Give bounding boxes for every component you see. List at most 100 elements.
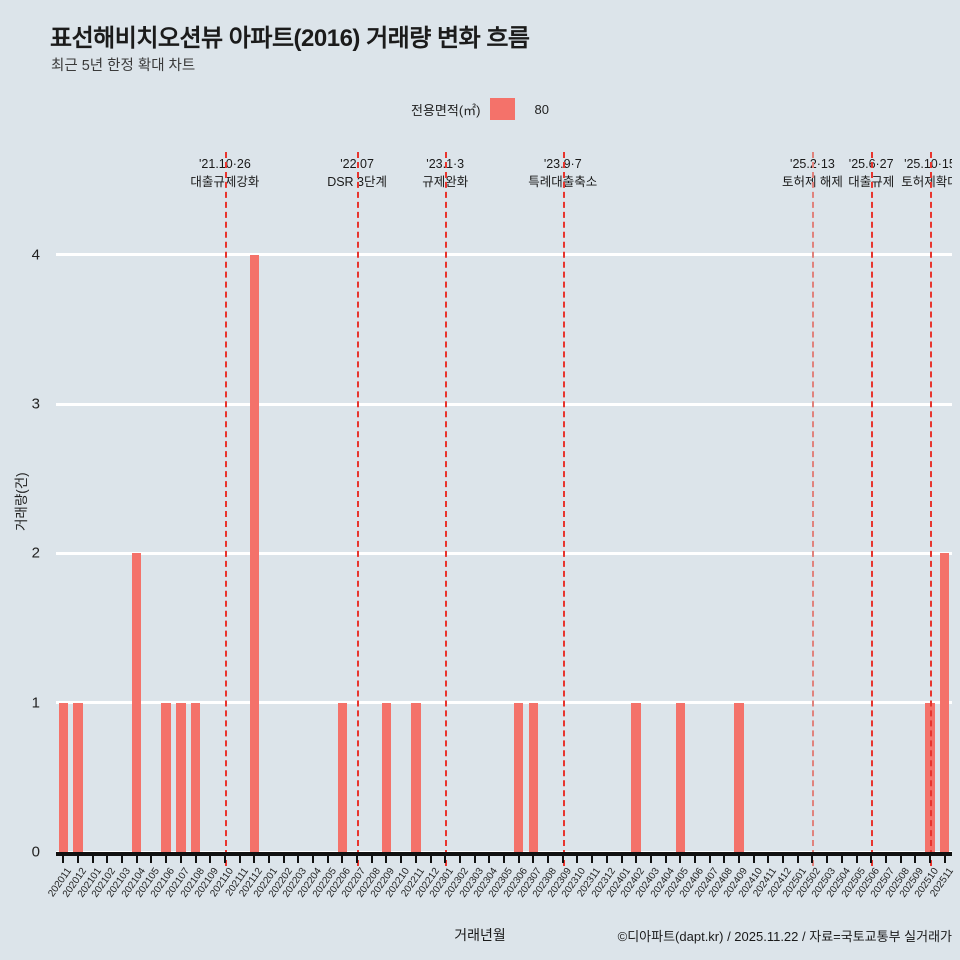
- bar[interactable]: [132, 553, 142, 852]
- event-marker-line: [812, 152, 815, 866]
- gridline: [56, 701, 952, 705]
- x-axis-tick: [928, 852, 931, 863]
- bar[interactable]: [528, 702, 539, 852]
- x-axis-tick: [444, 852, 447, 863]
- x-axis-tick: [62, 852, 65, 863]
- event-date: '23.1·3: [426, 157, 465, 171]
- bar[interactable]: [249, 254, 259, 852]
- x-axis-tick: [165, 852, 168, 863]
- bar[interactable]: [73, 702, 83, 852]
- y-axis-tick-label: 0: [31, 843, 40, 861]
- x-axis-tick: [400, 852, 403, 863]
- x-axis-tick: [385, 852, 388, 863]
- x-axis-tick: [693, 852, 696, 863]
- bar[interactable]: [631, 702, 641, 852]
- x-axis-tick: [179, 852, 182, 863]
- page-title: 표선해비치오션뷰 아파트(2016) 거래량 변화 흐름: [50, 25, 530, 52]
- x-axis-tick: [840, 852, 843, 863]
- x-axis-tick: [855, 852, 858, 863]
- bar[interactable]: [675, 702, 685, 852]
- gridline: [56, 253, 952, 257]
- x-axis-tick: [591, 852, 594, 863]
- legend-series-label: 80: [534, 101, 549, 117]
- x-axis-tick: [503, 852, 505, 863]
- event-marker-line: [224, 152, 227, 866]
- bar[interactable]: [161, 702, 171, 852]
- x-axis-tick: [267, 852, 270, 863]
- x-axis-tick: [561, 852, 564, 863]
- x-axis-tick: [782, 852, 785, 863]
- event-marker-line: [445, 152, 448, 866]
- y-axis-tick-label: 3: [31, 395, 40, 413]
- x-axis-tick: [870, 852, 873, 863]
- gridline: [56, 402, 952, 406]
- x-axis-tick: [884, 852, 887, 863]
- x-axis-tick: [752, 852, 755, 863]
- event-description: 토허제확대: [901, 175, 952, 189]
- x-axis-tick: [473, 852, 476, 863]
- x-axis-tick: [620, 852, 623, 863]
- x-axis-tick: [458, 852, 461, 863]
- bar[interactable]: [513, 702, 524, 852]
- y-axis-tick-labels: 0 1 2 3 4: [0, 210, 48, 860]
- page-subtitle: 최근 5년 한정 확대 차트: [51, 58, 196, 74]
- x-axis-tick: [547, 852, 550, 863]
- x-axis-tick: [488, 852, 491, 863]
- x-axis-tick: [106, 852, 109, 863]
- y-axis-tick-label: 1: [31, 694, 40, 712]
- x-axis-tick: [767, 852, 770, 863]
- x-axis-tick: [253, 852, 256, 863]
- x-axis-tick: [811, 852, 814, 863]
- x-axis-tick: [356, 852, 359, 863]
- bar[interactable]: [190, 702, 201, 852]
- x-axis-tick: [150, 852, 153, 863]
- event-marker-line: [929, 152, 932, 866]
- bar[interactable]: [176, 702, 186, 852]
- legend-swatch-icon: [489, 98, 515, 120]
- x-axis-tick: [679, 852, 682, 863]
- chart-legend: 전용면적(㎡) 80: [0, 98, 960, 120]
- bar[interactable]: [411, 702, 421, 852]
- x-axis-tick: [517, 852, 520, 863]
- y-axis-tick-label: 2: [31, 544, 40, 562]
- x-axis-tick: [899, 852, 902, 863]
- x-axis-tick: [649, 852, 652, 863]
- bar[interactable]: [337, 702, 348, 852]
- x-axis-tick: [943, 852, 946, 863]
- x-axis-tick: [194, 852, 197, 863]
- x-axis-tick: [605, 852, 608, 863]
- x-axis-tick: [341, 852, 344, 863]
- x-axis-tick: [723, 852, 726, 863]
- x-axis-tick: [77, 852, 80, 863]
- y-axis-tick-label: 4: [31, 246, 40, 264]
- x-axis-tick: [238, 852, 241, 863]
- event-marker-line: [871, 152, 874, 866]
- x-axis-tick-labels: 202011 202012 202101 202102 202103 202104 2021…: [47, 866, 956, 926]
- bar[interactable]: [734, 702, 744, 852]
- plot-area: [56, 152, 952, 866]
- bar[interactable]: [58, 702, 69, 852]
- x-axis-tick: [576, 852, 579, 863]
- x-axis-tick: [429, 852, 432, 863]
- bar[interactable]: [381, 702, 392, 852]
- x-axis-tick: [914, 852, 917, 863]
- x-axis-tick: [664, 852, 667, 863]
- x-axis-tick: [282, 852, 285, 863]
- x-axis-tick: [91, 852, 94, 863]
- x-axis-ticks: [56, 852, 952, 864]
- x-axis-title: 거래년월: [454, 927, 506, 943]
- event-annotation-labels: '21.10·26 대출규제강화 '22.07 DSR 3단계 '23.1·3 규제완화 '…: [56, 156, 952, 212]
- bar[interactable]: [939, 553, 950, 852]
- x-axis-tick: [796, 852, 799, 863]
- legend-title: 전용면적(㎡): [411, 102, 481, 118]
- x-axis-tick: [635, 852, 638, 863]
- x-axis-tick: [121, 852, 124, 863]
- x-axis-tick: [135, 852, 138, 863]
- x-axis-tick: [708, 852, 711, 863]
- x-axis-tick: [738, 852, 741, 863]
- footer-credit: ©디아파트(dapt.kr) / 2025.11.22 / 자료=국토교통부 실…: [617, 929, 952, 944]
- x-axis-tick: [223, 852, 226, 863]
- event-marker-line: [562, 152, 565, 866]
- event-date: '23.9·7: [543, 157, 582, 171]
